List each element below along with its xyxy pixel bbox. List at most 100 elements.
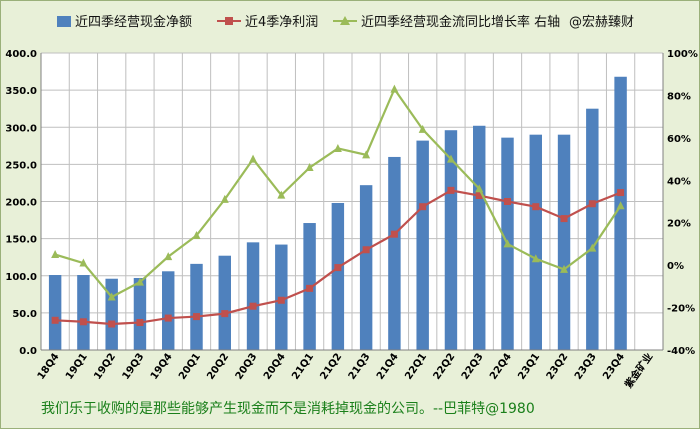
bar	[48, 275, 62, 350]
bar	[190, 263, 203, 350]
bar	[529, 134, 542, 350]
growth-point	[107, 292, 116, 301]
x-tick-label: 18Q4	[36, 351, 62, 381]
bar-series	[48, 76, 627, 350]
x-tick-label: 20Q4	[262, 351, 288, 381]
growth-point	[51, 250, 60, 259]
bar	[586, 108, 599, 350]
legend-bar-label: 近四季经营现金净额	[75, 14, 192, 30]
growth-point	[220, 194, 229, 203]
profit-point	[504, 198, 511, 205]
growth-point	[616, 201, 625, 210]
growth-point	[475, 184, 484, 193]
profit-point	[588, 200, 596, 208]
growth-point	[249, 154, 258, 163]
growth-point	[79, 258, 88, 267]
x-tick-label: 22Q3	[460, 351, 486, 381]
x-tick-label: 22Q1	[403, 351, 429, 381]
profit-point	[532, 203, 540, 211]
x-tick-label: 19Q4	[149, 351, 175, 381]
left-tick-label: 150.0	[5, 235, 37, 246]
bar	[388, 156, 401, 350]
right-tick-label: 0%	[667, 261, 684, 272]
profit-point	[108, 320, 116, 328]
legend-growth-label: 近四季经营现金流同比增长率 右轴	[361, 14, 560, 30]
x-tick-label: 紫金矿业	[622, 350, 656, 390]
x-tick-label: 21Q3	[347, 351, 373, 381]
left-tick-label: 200.0	[5, 198, 37, 209]
bar	[473, 125, 486, 350]
left-tick-label: 300.0	[5, 123, 37, 134]
bar	[557, 134, 571, 350]
x-tick-label: 23Q3	[573, 351, 599, 381]
legend-growth-marker	[340, 16, 350, 25]
growth-point	[503, 239, 512, 248]
right-tick-label: 100%	[667, 49, 698, 60]
growth-point	[333, 143, 342, 152]
right-tick-label: 20%	[667, 219, 691, 230]
x-tick-label: 19Q3	[121, 351, 147, 381]
growth-point	[135, 277, 144, 286]
growth-point	[446, 154, 455, 163]
x-tick-label: 20Q1	[177, 351, 203, 381]
growth-point	[390, 84, 399, 93]
profit-point	[390, 230, 398, 238]
bar	[133, 277, 147, 350]
growth-point	[164, 252, 173, 261]
x-tick-label: 22Q2	[432, 351, 458, 381]
bar	[359, 185, 373, 350]
bar	[218, 255, 231, 350]
bar	[162, 271, 175, 350]
bar	[614, 76, 627, 350]
right-tick-label: 40%	[667, 176, 691, 187]
growth-point	[418, 124, 427, 133]
profit-point	[419, 203, 427, 211]
profit-point	[617, 189, 625, 197]
growth-point	[305, 163, 314, 172]
profit-point	[193, 313, 200, 321]
profit-point	[334, 264, 342, 272]
legend: 近四季经营现金净额 近4季净利润 近四季经营现金流同比增长率 右轴 @宏赫臻财	[57, 14, 634, 30]
line-series	[51, 84, 625, 328]
left-tick-label: 400.0	[5, 49, 37, 60]
legend-bar-swatch	[57, 16, 71, 27]
legend-watermark: @宏赫臻财	[569, 15, 634, 30]
profit-point	[164, 314, 172, 322]
bar	[77, 275, 90, 350]
x-tick-label: 23Q1	[516, 351, 542, 381]
x-tick-label: 23Q2	[545, 351, 571, 381]
profit-point	[560, 215, 568, 223]
x-tick-label: 23Q4	[601, 351, 627, 381]
profit-point	[277, 296, 285, 304]
left-tick-label: 350.0	[5, 86, 37, 97]
bar	[444, 130, 458, 350]
right-tick-label: 80%	[667, 91, 691, 102]
x-tick-label: 19Q1	[64, 351, 90, 381]
profit-point	[221, 310, 229, 318]
left-tick-label: 50.0	[12, 309, 37, 320]
right-tick-label: -40%	[667, 346, 695, 357]
growth-point	[560, 264, 569, 273]
bar	[246, 242, 260, 350]
growth-point	[588, 243, 597, 252]
profit-point	[306, 284, 314, 292]
bar	[416, 140, 429, 350]
footer-quote: 我们乐于收购的是那些能够产生现金而不是消耗掉现金的公司。--巴菲特@1980	[41, 401, 535, 417]
bar	[105, 278, 118, 350]
x-tick-label: 19Q2	[92, 351, 118, 381]
x-tick-label: 21Q1	[290, 351, 316, 381]
right-tick-label: 60%	[667, 134, 691, 145]
x-tick-label: 22Q4	[488, 351, 514, 381]
profit-point	[51, 316, 59, 324]
growth-point	[192, 230, 201, 239]
left-tick-label: 250.0	[5, 160, 37, 171]
growth-point	[277, 190, 286, 199]
x-tick-label: 20Q2	[205, 351, 231, 381]
profit-point	[447, 186, 455, 194]
growth-point	[531, 254, 540, 263]
left-tick-label: 0.0	[19, 346, 37, 357]
profit-point	[362, 246, 370, 254]
left-tick-label: 100.0	[5, 272, 37, 283]
